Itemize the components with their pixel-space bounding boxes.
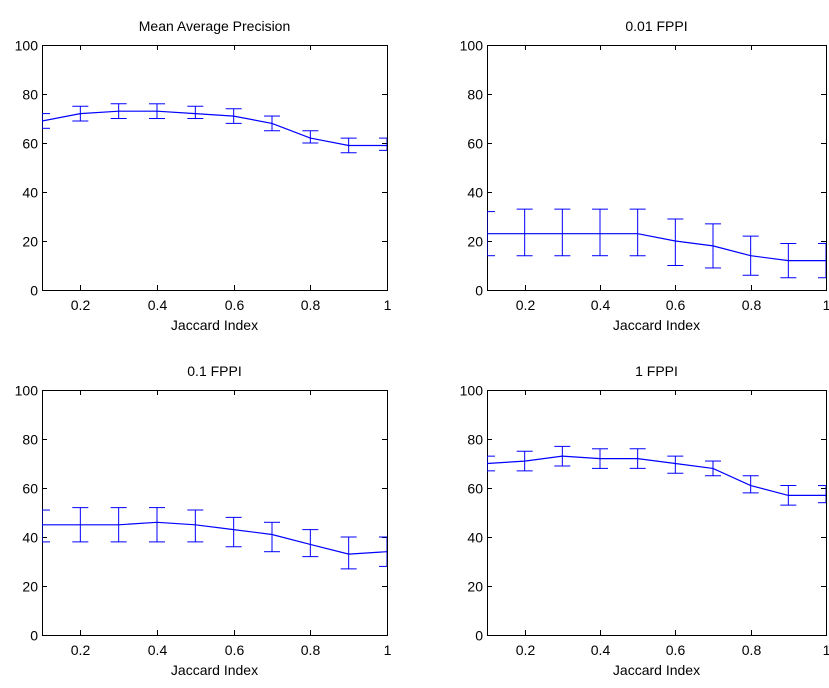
x-tick-label: 0.4 [591,642,611,658]
x-tick-label: 0.8 [742,642,762,658]
x-axis-label: Jaccard Index [613,662,700,678]
chart-title: 1 FPPI [635,363,678,379]
x-tick-label: 0.4 [148,297,168,313]
y-tick-label: 20 [467,579,483,595]
axes-frame [487,45,827,291]
axes-frame [487,390,827,636]
x-axis-label: Jaccard Index [171,317,258,333]
x-tick-label: 0.6 [225,297,245,313]
x-tick-label: 0.8 [742,297,762,313]
y-tick-label: 80 [22,432,38,448]
x-axis-label: Jaccard Index [171,662,258,678]
data-layer [487,445,826,506]
chart-title: 0.1 FPPI [187,363,241,379]
series-line [487,455,826,496]
chart-title: 0.01 FPPI [625,18,687,34]
y-tick-label: 60 [22,481,38,497]
data-layer [42,507,387,570]
x-tick-label: 0.2 [71,642,91,658]
subplot-4: 1 FPPI 0 20 40 60 80 100 0.2 0.4 0.6 0.8 1 Jaccard I… [460,363,829,678]
y-tick-label: 60 [467,136,483,152]
y-tick-label: 40 [467,530,483,546]
y-tick-label: 0 [30,283,38,299]
x-tick-label: 0.8 [301,297,321,313]
x-tick-label: 0.2 [71,297,91,313]
series-line [487,233,826,262]
data-layer [487,208,826,279]
x-tick-label: 0.2 [516,642,536,658]
x-tick-label: 1 [384,297,392,313]
chart-title: Mean Average Precision [139,18,291,34]
y-tick-label: 40 [467,185,483,201]
y-tick-label: 100 [460,38,484,54]
series-line [42,110,387,147]
y-tick-label: 60 [22,136,38,152]
x-tick-label: 0.6 [666,642,686,658]
y-tick-label: 20 [22,579,38,595]
subplot-2: 0.01 FPPI 0 20 40 60 80 100 0.2 0.4 0.6 0.8 1 Jaccar… [460,18,829,333]
axes-frame [42,390,388,636]
x-tick-label: 0.6 [225,642,245,658]
y-tick-label: 20 [22,234,38,250]
series-line [42,521,387,555]
x-tick-label: 0.2 [516,297,536,313]
x-tick-label: 0.4 [148,642,168,658]
y-tick-label: 60 [467,481,483,497]
data-layer [42,103,387,154]
y-tick-label: 100 [15,38,39,54]
x-tick-label: 0.8 [301,642,321,658]
x-tick-label: 0.6 [666,297,686,313]
x-tick-label: 1 [823,297,829,313]
x-tick-label: 0.4 [591,297,611,313]
y-tick-label: 100 [15,383,39,399]
subplot-1: Mean Average Precision 0 20 40 60 80 100 0.2 0.4… [15,18,392,333]
y-tick-label: 40 [22,185,38,201]
y-tick-label: 0 [475,628,483,644]
y-tick-label: 0 [475,283,483,299]
y-tick-label: 0 [30,628,38,644]
x-axis-label: Jaccard Index [613,317,700,333]
subplot-3: 0.1 FPPI 0 20 40 60 80 100 0.2 0.4 0.6 0.8 1 Jaccard… [15,363,392,678]
axes-frame [42,45,388,291]
y-tick-label: 80 [467,432,483,448]
y-tick-label: 100 [460,383,484,399]
x-tick-label: 1 [823,642,829,658]
y-tick-label: 80 [22,87,38,103]
x-tick-label: 1 [384,642,392,658]
y-tick-label: 20 [467,234,483,250]
y-tick-label: 80 [467,87,483,103]
y-tick-label: 40 [22,530,38,546]
